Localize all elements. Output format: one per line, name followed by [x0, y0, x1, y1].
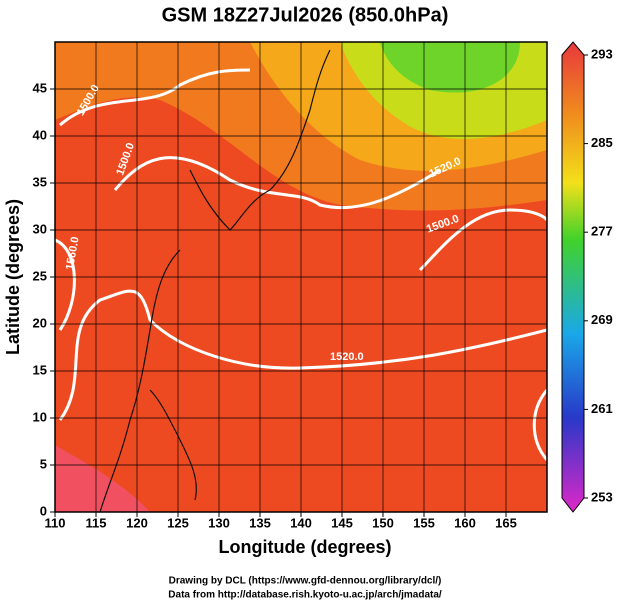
x-tick-label: 150 — [372, 515, 394, 530]
y-tick-label: 40 — [33, 127, 47, 142]
y-tick-label: 5 — [40, 456, 47, 471]
x-tick-label: 110 — [45, 515, 66, 530]
x-tick-label: 160 — [454, 515, 476, 530]
y-tick-label: 30 — [33, 221, 47, 236]
y-axis-label: Latitude (degrees) — [3, 199, 23, 355]
colorbar-tick-label: 253 — [591, 489, 613, 504]
field-patch — [55, 445, 150, 512]
colorbar-tick-label: 285 — [591, 135, 613, 150]
colorbar-tick-label: 293 — [591, 46, 613, 61]
x-tick-label: 135 — [249, 515, 271, 530]
x-tick-label: 145 — [331, 515, 353, 530]
colorbar — [561, 41, 585, 513]
contours — [55, 68, 547, 461]
y-tick-label: 45 — [33, 80, 47, 95]
colorbar-tick-label: 261 — [591, 401, 613, 416]
x-tick-label: 165 — [495, 515, 517, 530]
footer-line: Data from http://database.rish.kyoto-u.a… — [168, 590, 442, 601]
x-tick-label: 155 — [413, 515, 435, 530]
x-tick-label: 125 — [167, 515, 189, 530]
x-tick-label: 140 — [290, 515, 312, 530]
contour-label: 1560.0 — [64, 236, 82, 271]
footer-line: Drawing by DCL (https://www.gfd-dennou.o… — [169, 576, 442, 587]
title: GSM 18Z27Jul2026 (850.0hPa) — [162, 4, 449, 26]
grid — [54, 42, 547, 513]
x-tick-label: 115 — [86, 515, 107, 530]
x-axis-label: Longitude (degrees) — [218, 537, 391, 557]
contour-label: 1520.0 — [330, 351, 364, 363]
colorbar-tick-label: 277 — [591, 224, 613, 239]
y-tick-label: 0 — [40, 503, 47, 518]
y-tick-label: 10 — [33, 409, 47, 424]
y-tick-label: 20 — [33, 315, 47, 330]
coastlines — [99, 49, 331, 512]
y-tick-label: 25 — [33, 268, 47, 283]
y-tick-label: 35 — [33, 174, 47, 189]
x-tick-label: 120 — [126, 515, 148, 530]
colorbar-tick-label: 269 — [591, 312, 613, 327]
y-tick-label: 15 — [33, 362, 47, 377]
field-cold — [380, 42, 520, 93]
x-tick-label: 130 — [208, 515, 230, 530]
